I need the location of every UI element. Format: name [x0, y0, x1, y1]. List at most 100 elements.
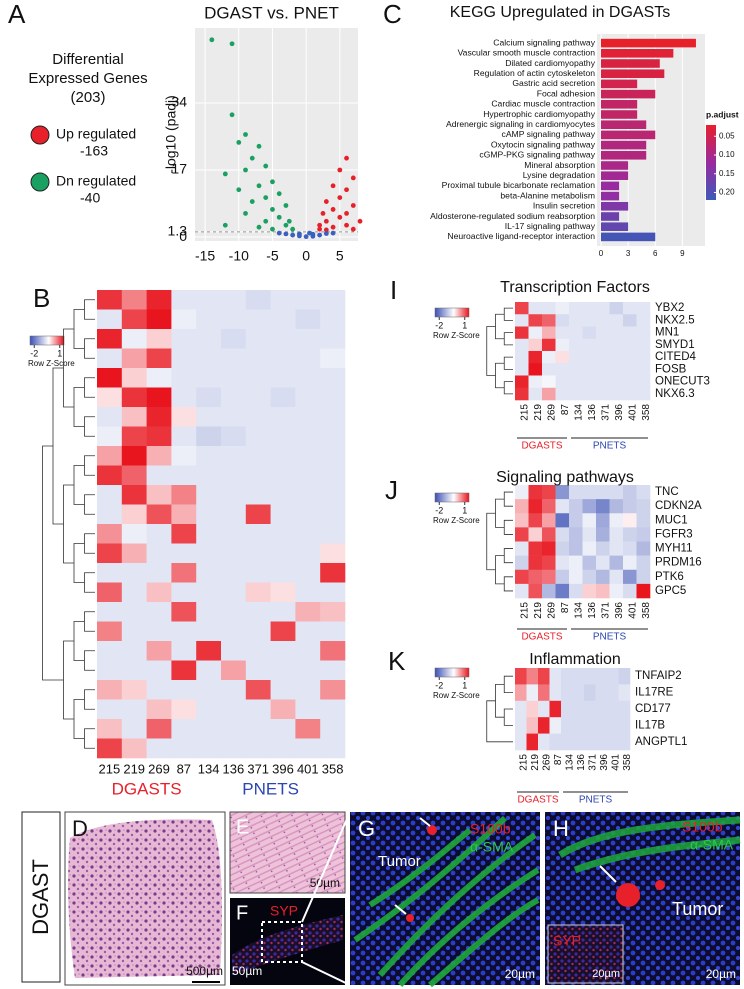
heatmap-cell [609, 555, 624, 571]
arrow [394, 904, 407, 915]
heatmap-cell [97, 504, 123, 525]
heatmap-cell [295, 582, 321, 603]
heatmap-cell [528, 541, 543, 556]
heatmap-cell [97, 348, 123, 369]
arrow [599, 865, 617, 883]
heatmap-cell [607, 700, 619, 718]
point [236, 139, 242, 145]
heatmap-cell [97, 387, 123, 408]
heatmap-cell [618, 684, 631, 702]
bar [601, 120, 647, 129]
heatmap-cell [270, 563, 296, 583]
heatmap-cell [595, 684, 608, 702]
heatmap-cell [270, 290, 296, 310]
heatmap-cell [582, 314, 597, 327]
heatmap-cell [146, 563, 172, 583]
heatmap-cell [270, 602, 296, 622]
heatmap-cell [636, 569, 651, 585]
heatmap-cell [245, 290, 271, 310]
heatmap-cell [245, 641, 271, 661]
column-label: 136 [223, 761, 245, 776]
heatmap-cell [97, 309, 123, 330]
heatmap-cell [542, 314, 556, 327]
heatmap-cell [196, 290, 222, 310]
heatmap-cell [569, 326, 583, 340]
heatmap-cell [320, 563, 346, 583]
heatmap-cell [623, 302, 637, 315]
heatmap-cell [295, 602, 321, 622]
heatmap-cell [221, 660, 247, 681]
heatmap-cell [623, 583, 637, 599]
panel-label: D [72, 816, 88, 841]
region-label: Tumor [672, 899, 723, 919]
point [263, 163, 269, 169]
heatmap-cell [171, 543, 197, 564]
heatmap-cell [295, 465, 321, 486]
heatmap-cell [97, 290, 123, 310]
heatmap-cell [555, 485, 570, 500]
dendrogram [84, 650, 95, 671]
heatmap-cell [596, 555, 610, 571]
heatmap-cell [196, 621, 222, 642]
heatmap-cell [146, 582, 172, 603]
row-label: IL17RE [635, 687, 674, 699]
bar [601, 59, 660, 68]
heatmap-cell [320, 524, 346, 544]
category-label: Mineral absorption [524, 160, 595, 170]
category-label: Lysine degradation [523, 170, 596, 180]
heatmap-cell [245, 407, 271, 427]
column-label: 134 [564, 754, 575, 771]
heatmap-cell [609, 541, 624, 556]
dendrogram [73, 387, 85, 427]
row-label: MN1 [655, 327, 679, 339]
panel-label: H [553, 816, 569, 841]
bar [601, 222, 629, 231]
heatmap-cell [596, 583, 610, 599]
heatmap-cell [270, 641, 296, 661]
heatmap-cell [320, 719, 346, 739]
heatmap-cell [636, 326, 651, 340]
heatmap-cell [295, 426, 321, 447]
point [263, 218, 269, 224]
bar [601, 49, 674, 58]
heatmap-cell [245, 348, 271, 369]
stain-label: α-SMA [690, 837, 734, 853]
heatmap-cell [636, 527, 651, 542]
heatmap-cell [320, 368, 346, 388]
column-label: 269 [546, 404, 557, 421]
heatmap-cell [295, 446, 321, 466]
heatmap-cell [196, 680, 222, 700]
heatmap-cell [609, 351, 624, 364]
heatmap-cell [196, 485, 222, 505]
heatmap-cell [555, 302, 570, 315]
panel-label: J [385, 475, 398, 505]
heatmap-cell [582, 363, 597, 376]
heatmap-cell [295, 485, 321, 505]
column-label: 401 [627, 602, 638, 619]
heatmap-cell [542, 302, 556, 315]
heatmap-cell [270, 582, 296, 603]
point [276, 230, 282, 236]
column-label: 371 [600, 404, 611, 421]
category-label: beta-Alanine metabolism [500, 190, 595, 200]
row-label: NKX6.3 [655, 388, 695, 400]
panel-label: K [388, 646, 406, 676]
heatmap-cell [196, 407, 222, 427]
heatmap-cell [320, 465, 346, 486]
heatmap-cell [171, 719, 197, 739]
heatmap-cell [320, 309, 346, 330]
heatmap-cell [584, 700, 596, 718]
color-tick-label: 0.15 [719, 169, 735, 178]
z-legend-tick-label: 1 [462, 680, 467, 690]
heatmap-cell [221, 348, 247, 369]
column-label: 358 [322, 761, 344, 776]
point [350, 175, 356, 181]
row-label: FOSB [655, 363, 687, 375]
point [276, 191, 282, 197]
category-label: Neuroactive ligand-receptor interaction [447, 231, 595, 241]
heatmap-cell [623, 314, 637, 327]
heatmap-cell [121, 368, 147, 388]
heatmap-cell [221, 387, 247, 408]
sma-fibers [353, 815, 540, 988]
heatmap-cell [596, 375, 610, 389]
